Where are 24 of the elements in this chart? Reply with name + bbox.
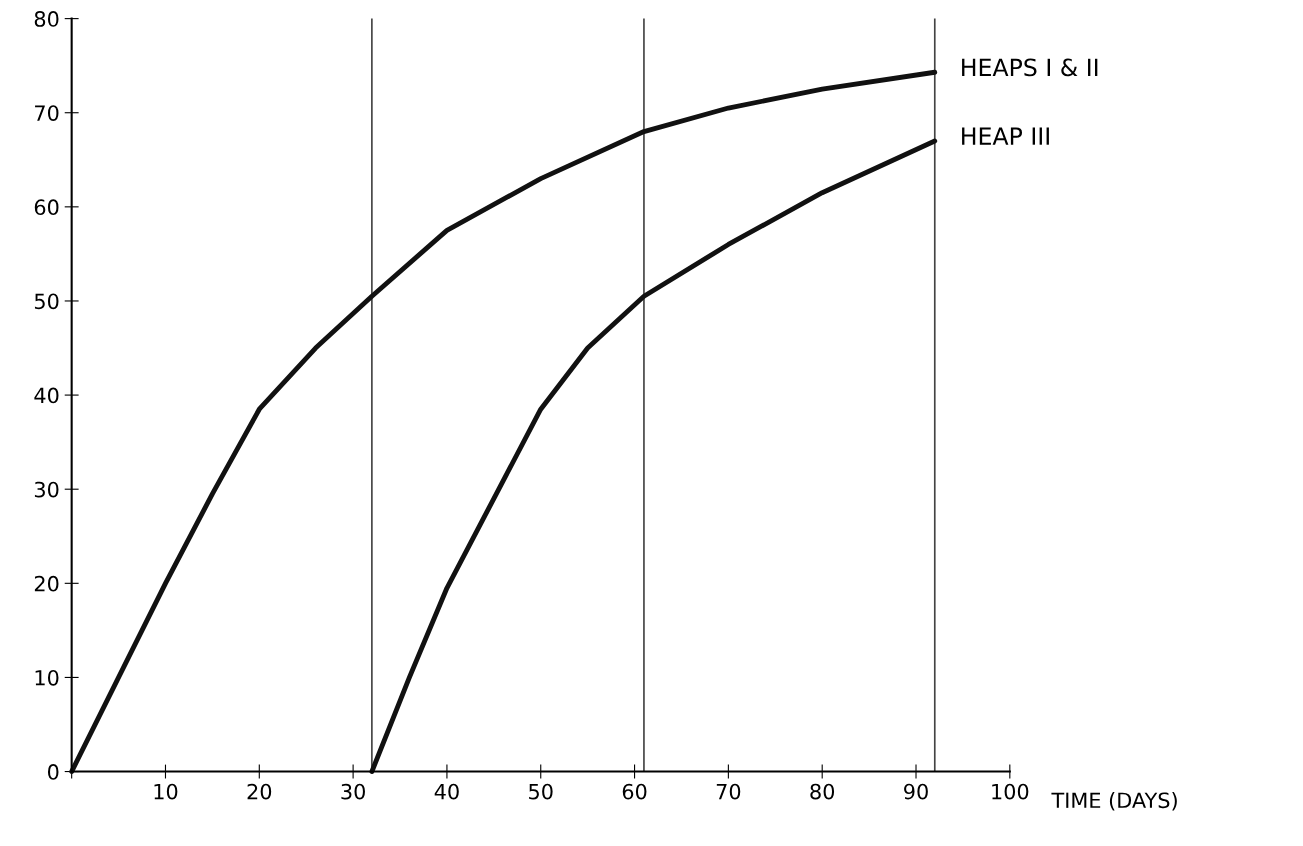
- x-tick-label: 80: [810, 783, 835, 800]
- y-tick-label: 20: [34, 575, 59, 592]
- series-label: HEAPS I & II: [962, 58, 1098, 77]
- x-tick-label: 90: [904, 783, 928, 800]
- line-series: [369, 138, 938, 774]
- x-tick-label: 100: [992, 783, 1029, 800]
- y-tick-label: 10: [35, 669, 59, 686]
- x-tick-label: 60: [622, 783, 647, 800]
- series-label: HEAP III: [962, 127, 1049, 145]
- x-tick-label: 50: [529, 783, 553, 800]
- y-tick-label: 80: [34, 11, 59, 27]
- line-series: [69, 69, 938, 774]
- x-tick-label: 20: [247, 783, 272, 800]
- y-tick-label: 40: [34, 387, 59, 404]
- x-tick-label: 70: [716, 783, 741, 800]
- x-tick-label: 10: [154, 783, 178, 800]
- x-axis-title: TIME (DAYS): [1051, 792, 1177, 811]
- y-tick-label: 30: [34, 481, 59, 498]
- x-tick-label: 40: [434, 783, 459, 800]
- y-tick-label: 0: [47, 764, 59, 780]
- y-tick-label: 50: [34, 293, 59, 310]
- y-tick-label: 60: [34, 199, 59, 216]
- y-tick-label: 70: [35, 105, 59, 121]
- x-tick-label: 30: [341, 783, 365, 800]
